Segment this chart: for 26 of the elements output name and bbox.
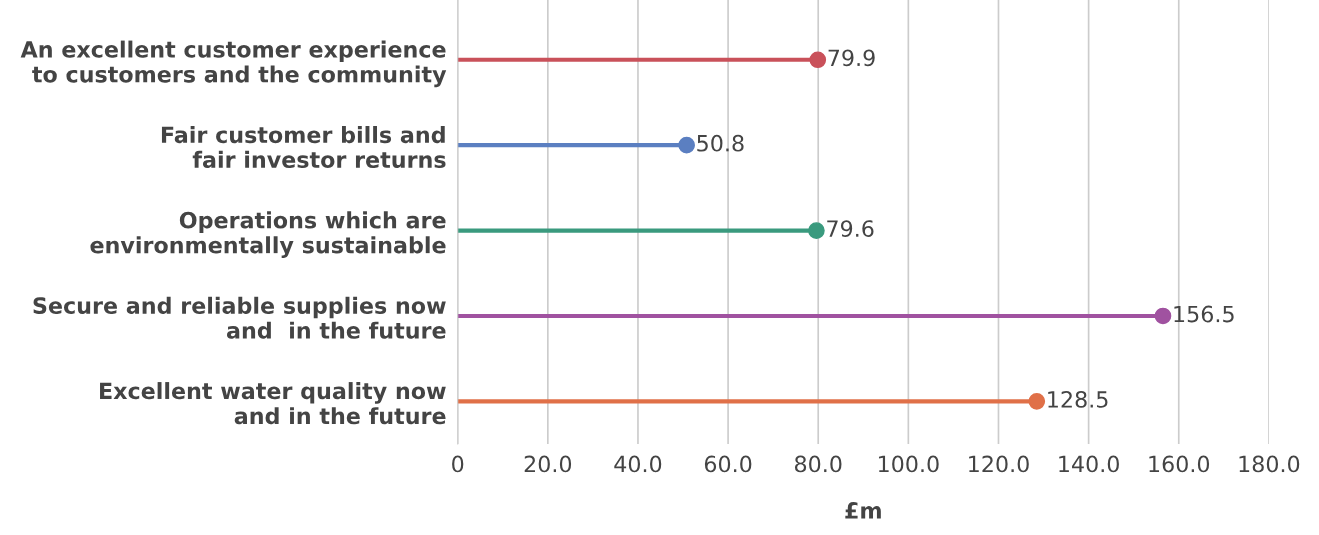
x-tick-label: 80.0: [794, 455, 842, 473]
x-tick-label: 40.0: [614, 455, 662, 473]
x-tick-label: 180.0: [1239, 455, 1300, 473]
y-tick-label: Fair customer bills and fair investor returns: [161, 125, 446, 169]
x-tick-label: 60.0: [704, 455, 752, 473]
data-label: 156.5: [1174, 305, 1234, 323]
x-tick-label: 120.0: [969, 455, 1029, 473]
data-label: 79.6: [827, 220, 874, 238]
data-label: 79.9: [828, 49, 875, 67]
data-label: 128.5: [1048, 390, 1108, 408]
y-tick-label: Excellent water quality now and in the future: [100, 382, 446, 425]
point: [1154, 307, 1172, 325]
y-tick-label: Operations which are environmentally sustainable: [90, 211, 446, 258]
y-tick-label: Secure and reliable supplies now and in the future: [33, 296, 446, 339]
x-tick-label: 0: [452, 455, 464, 473]
point: [678, 136, 695, 154]
point: [1028, 393, 1046, 410]
x-tick-label: 160.0: [1149, 455, 1210, 473]
y-tick-label: An excellent customer experience to customers and the community: [20, 40, 447, 88]
point: [808, 222, 825, 239]
data-label: 50.8: [697, 134, 744, 152]
point: [809, 51, 827, 69]
x-tick-label: 100.0: [878, 455, 939, 473]
x-axis-title: £m: [845, 502, 881, 519]
x-tick-label: 20.0: [524, 455, 572, 473]
x-tick-label: 140.0: [1059, 455, 1119, 473]
